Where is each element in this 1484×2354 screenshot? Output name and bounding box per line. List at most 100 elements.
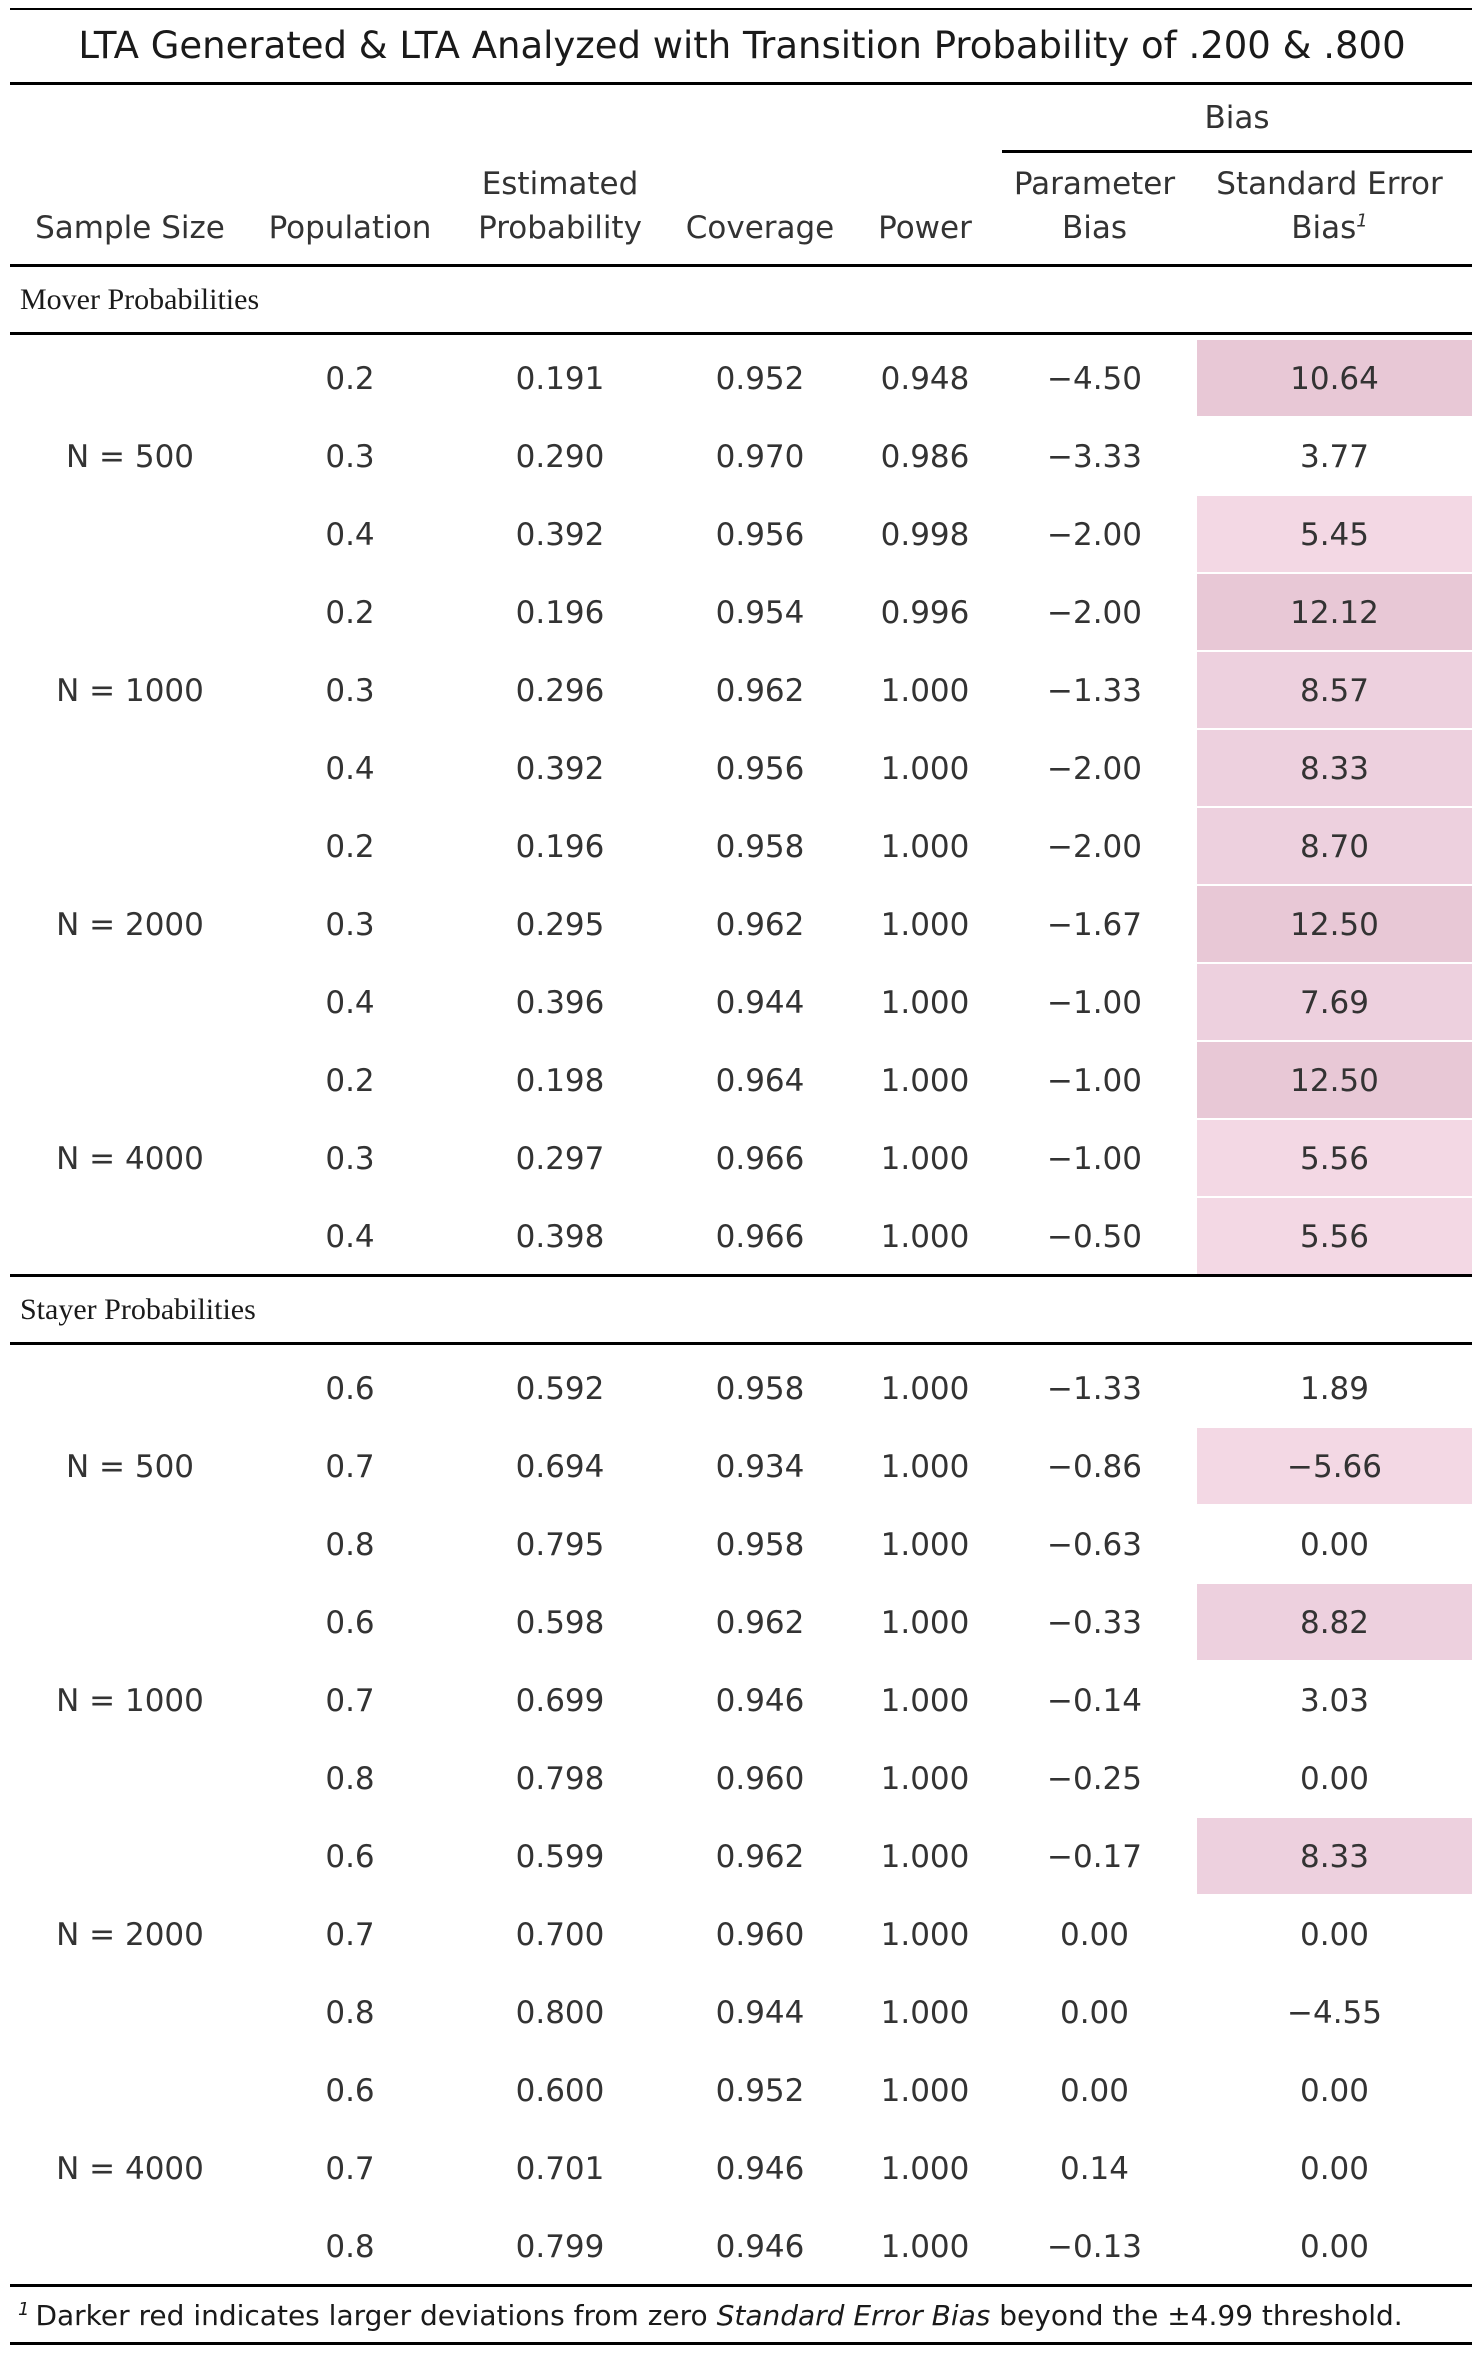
cell-parameter-bias: −2.00	[1047, 517, 1142, 553]
header-param-line2: Bias	[1061, 210, 1128, 246]
cell-parameter-bias: −1.00	[1047, 1063, 1142, 1099]
cell-power: 1.000	[880, 1449, 970, 1485]
cell-standard-error-bias: 0.00	[1299, 1527, 1370, 1563]
cell-parameter-bias: −1.33	[1047, 673, 1142, 709]
table-row: 0.3 0.290 0.970 0.986 −3.33 3.77	[10, 418, 1472, 496]
cell-power: 1.000	[880, 1761, 970, 1797]
header-standard-error-bias: Standard Error Bias1	[1187, 162, 1472, 250]
table-row: 0.7 0.694 0.934 1.000 −0.86 −5.66	[10, 1428, 1472, 1506]
cell-estimated-probability: 0.592	[515, 1371, 605, 1407]
highlight-dark	[1197, 1042, 1472, 1118]
cell-estimated-probability: 0.198	[515, 1063, 605, 1099]
cell-coverage: 0.958	[715, 1527, 805, 1563]
highlight-dark	[1197, 574, 1472, 650]
cell-power: 1.000	[880, 1371, 970, 1407]
sample-size-label: N = 2000	[56, 907, 204, 943]
cell-power: 1.000	[880, 1605, 970, 1641]
cell-population: 0.3	[325, 907, 375, 943]
cell-standard-error-bias: 1.89	[1299, 1371, 1370, 1407]
cell-power: 1.000	[880, 673, 970, 709]
highlight-light	[1197, 496, 1472, 572]
header-estimated-line2: Probability	[478, 210, 642, 246]
cell-estimated-probability: 0.196	[515, 829, 605, 865]
cell-coverage: 0.964	[715, 1063, 805, 1099]
cell-power: 1.000	[880, 1683, 970, 1719]
table-row: 0.3 0.295 0.962 1.000 −1.67 12.50	[10, 886, 1472, 964]
cell-standard-error-bias: 8.33	[1299, 1839, 1370, 1875]
cell-parameter-bias: −0.50	[1047, 1219, 1142, 1255]
cell-population: 0.2	[325, 1063, 375, 1099]
cell-coverage: 0.934	[715, 1449, 805, 1485]
cell-standard-error-bias: 5.56	[1299, 1219, 1370, 1255]
sample-size-label: N = 500	[65, 1449, 195, 1485]
table-row: 0.2 0.196 0.958 1.000 −2.00 8.70	[10, 808, 1472, 886]
header-estimated-line1: Estimated	[481, 166, 639, 202]
cell-coverage: 0.946	[715, 1683, 805, 1719]
cell-coverage: 0.956	[715, 751, 805, 787]
cell-parameter-bias: −0.13	[1047, 2229, 1142, 2265]
table-row: 0.4 0.396 0.944 1.000 −1.00 7.69	[10, 964, 1472, 1042]
cell-estimated-probability: 0.295	[515, 907, 605, 943]
cell-estimated-probability: 0.599	[515, 1839, 605, 1875]
cell-population: 0.8	[325, 2229, 375, 2265]
title-rule	[10, 82, 1472, 85]
cell-population: 0.7	[325, 2151, 375, 2187]
cell-power: 1.000	[880, 907, 970, 943]
table-row: 0.7 0.700 0.960 1.000 0.00 0.00	[10, 1896, 1472, 1974]
cell-coverage: 0.960	[715, 1917, 805, 1953]
cell-population: 0.8	[325, 1761, 375, 1797]
cell-estimated-probability: 0.290	[515, 439, 605, 475]
section-rule	[10, 1342, 1472, 1345]
cell-power: 1.000	[880, 1995, 970, 2031]
cell-population: 0.8	[325, 1527, 375, 1563]
cell-population: 0.2	[325, 829, 375, 865]
cell-parameter-bias: −2.00	[1047, 751, 1142, 787]
cell-standard-error-bias: −4.55	[1287, 1995, 1382, 2031]
cell-estimated-probability: 0.600	[515, 2073, 605, 2109]
cell-coverage: 0.952	[715, 361, 805, 397]
header-bias-group: Bias	[1204, 100, 1270, 136]
table-row: 0.6 0.598 0.962 1.000 −0.33 8.82	[10, 1584, 1472, 1662]
cell-parameter-bias: 0.14	[1059, 2151, 1130, 2187]
header-population: Population	[268, 210, 432, 246]
cell-parameter-bias: −1.33	[1047, 1371, 1142, 1407]
cell-standard-error-bias: 7.69	[1299, 985, 1370, 1021]
table-row: 0.6 0.592 0.958 1.000 −1.33 1.89	[10, 1350, 1472, 1428]
cell-standard-error-bias: 3.03	[1299, 1683, 1370, 1719]
cell-population: 0.4	[325, 751, 375, 787]
cell-power: 1.000	[880, 1063, 970, 1099]
cell-parameter-bias: −1.00	[1047, 1141, 1142, 1177]
footnote-top-rule	[10, 2284, 1472, 2287]
highlight-medium	[1197, 964, 1472, 1040]
sample-size-label: N = 500	[65, 439, 195, 475]
cell-population: 0.6	[325, 1605, 375, 1641]
cell-coverage: 0.958	[715, 829, 805, 865]
cell-standard-error-bias: 0.00	[1299, 2229, 1370, 2265]
highlight-light	[1197, 1428, 1472, 1504]
bottom-rule	[10, 2342, 1472, 2345]
cell-power: 1.000	[880, 751, 970, 787]
table-row: 0.4 0.392 0.956 1.000 −2.00 8.33	[10, 730, 1472, 808]
highlight-medium	[1197, 808, 1472, 884]
cell-parameter-bias: −1.67	[1047, 907, 1142, 943]
cell-estimated-probability: 0.398	[515, 1219, 605, 1255]
table-row: 0.4 0.398 0.966 1.000 −0.50 5.56	[10, 1198, 1472, 1276]
cell-population: 0.4	[325, 1219, 375, 1255]
table-row: 0.2 0.196 0.954 0.996 −2.00 12.12	[10, 574, 1472, 652]
table-title: LTA Generated & LTA Analyzed with Transi…	[78, 24, 1406, 67]
cell-standard-error-bias: 8.70	[1299, 829, 1370, 865]
highlight-medium	[1197, 730, 1472, 806]
table-row: 0.8 0.799 0.946 1.000 −0.13 0.00	[10, 2208, 1472, 2286]
highlight-medium	[1197, 1818, 1472, 1894]
cell-estimated-probability: 0.699	[515, 1683, 605, 1719]
cell-coverage: 0.952	[715, 2073, 805, 2109]
cell-population: 0.6	[325, 2073, 375, 2109]
footnote-text-before: Darker red indicates larger deviations f…	[35, 2299, 717, 2332]
cell-population: 0.6	[325, 1371, 375, 1407]
cell-parameter-bias: −3.33	[1047, 439, 1142, 475]
cell-estimated-probability: 0.392	[515, 751, 605, 787]
cell-parameter-bias: −1.00	[1047, 985, 1142, 1021]
cell-power: 1.000	[880, 2073, 970, 2109]
cell-coverage: 0.944	[715, 985, 805, 1021]
footnote-emphasis: Standard Error Bias	[716, 2299, 991, 2332]
